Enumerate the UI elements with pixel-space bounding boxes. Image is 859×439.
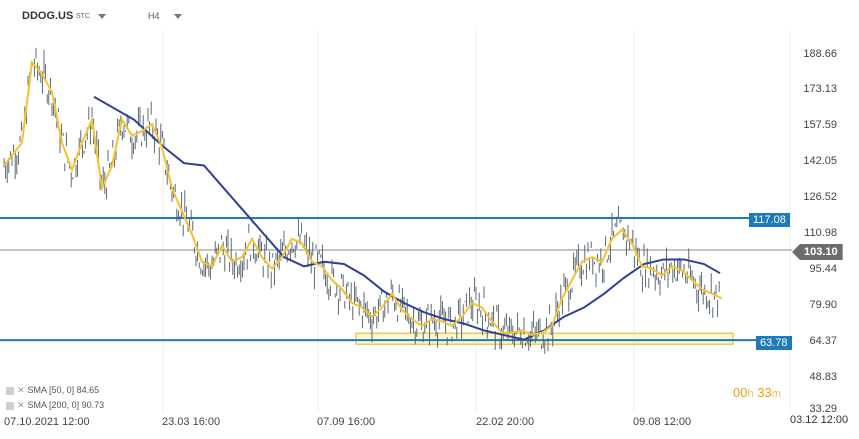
indicator-settings-icon[interactable]	[6, 401, 14, 410]
x-tick-label: 22.02 20:00	[476, 416, 535, 428]
x-tick-label: 07.09 16:00	[317, 416, 376, 428]
x-tick-label: 07.10.2021 12:00	[4, 416, 90, 428]
legend-sma-50[interactable]: ✕ SMA [50, 0] 84.65	[6, 385, 99, 396]
y-tick-label: 79.90	[809, 299, 837, 311]
timer-hours-unit: h	[747, 388, 754, 400]
y-tick-label: 188.66	[803, 48, 837, 60]
indicator-settings-icon[interactable]	[6, 386, 14, 395]
y-tick-label: 173.13	[803, 83, 837, 95]
x-tick-label: 23.03 16:00	[162, 416, 221, 428]
symbol-label[interactable]: DDOG.US	[22, 10, 74, 22]
symbol-dropdown-chevron-down-icon[interactable]	[98, 14, 106, 19]
y-tick-label: 95.44	[809, 263, 837, 275]
timer-minutes: 33	[757, 385, 772, 400]
y-tick-label: 33.29	[809, 403, 837, 415]
symbol-type-label: STC	[76, 13, 90, 20]
resistance-level-tag[interactable]: 117.08	[749, 213, 790, 227]
y-tick-label: 48.83	[809, 371, 837, 383]
legend-sma-200-label: SMA [200, 0] 90.73	[27, 400, 105, 410]
support-level-tag[interactable]: 63.78	[756, 336, 792, 350]
y-tick-label: 64.37	[809, 335, 837, 347]
legend-sma-50-label: SMA [50, 0] 84.65	[27, 385, 100, 395]
timer-hours: 00	[733, 385, 748, 400]
current-price-tag: 103.10	[792, 244, 843, 260]
chart-toolbar: DDOG.US STC H4	[0, 0, 859, 30]
y-tick-label: 126.52	[803, 191, 837, 203]
close-icon[interactable]: ✕	[17, 385, 25, 395]
timeframe-dropdown-chevron-down-icon[interactable]	[174, 14, 182, 19]
x-tick-label: 09.08 12:00	[633, 416, 692, 428]
legend-sma-200[interactable]: ✕ SMA [200, 0] 90.73	[6, 400, 104, 411]
candle-countdown-timer: 00h 33m	[733, 385, 781, 400]
close-icon[interactable]: ✕	[17, 400, 25, 410]
y-tick-label: 157.59	[803, 119, 837, 131]
sma-200-line[interactable]	[93, 95, 721, 341]
timeframe-label[interactable]: H4	[148, 11, 160, 21]
timer-minutes-unit: m	[771, 388, 781, 400]
vertical-gridlines	[162, 30, 791, 412]
y-tick-label: 142.05	[803, 155, 837, 167]
last-date-label: 03.12 12:00	[790, 414, 849, 426]
y-tick-label: 110.98	[804, 227, 837, 239]
sma-50-line[interactable]	[3, 60, 723, 337]
